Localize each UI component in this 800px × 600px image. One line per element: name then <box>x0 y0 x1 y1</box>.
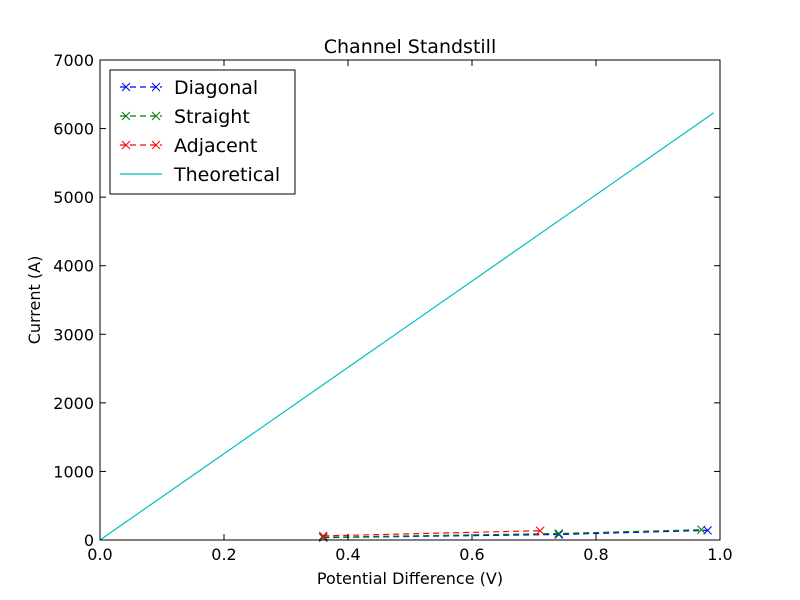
y-axis-label: Current (A) <box>25 256 44 345</box>
y-tick-label: 7000 <box>53 51 94 70</box>
chart-title: Channel Standstill <box>324 36 496 58</box>
legend-label-straight: Straight <box>174 106 250 128</box>
legend-marker-adjacent <box>121 140 131 150</box>
y-tick-label: 4000 <box>53 257 94 276</box>
y-tick-label: 0 <box>84 531 94 550</box>
y-tick-label: 1000 <box>53 462 94 481</box>
legend-marker-straight <box>121 111 131 121</box>
data-point-diagonal <box>554 530 564 539</box>
data-point-straight <box>554 529 564 538</box>
legend-frame <box>109 69 296 195</box>
legend: Diagonal Straight Adjacent Theoretical <box>109 69 296 195</box>
y-tick-label: 2000 <box>53 394 94 413</box>
x-tick-label: 0.6 <box>459 545 484 564</box>
legend-label-diagonal: Diagonal <box>174 77 258 99</box>
data-point-adjacent <box>318 531 328 541</box>
y-tick-label: 3000 <box>53 325 94 344</box>
x-tick-label: 0.8 <box>583 545 608 564</box>
series-line-adjacent <box>323 530 541 537</box>
y-tick-label: 6000 <box>53 120 94 139</box>
axis-ticks: 0.0 0.2 0.4 0.6 0.8 1.0 0 1000 2000 3000 4000 5000 6… <box>53 51 732 564</box>
series-line-theoretical <box>99 112 715 541</box>
legend-marker-straight <box>151 111 161 121</box>
x-tick-label: 0.0 <box>87 545 112 564</box>
legend-marker-diagonal <box>121 82 131 92</box>
x-axis-label: Potential Difference (V) <box>317 569 503 588</box>
legend-marker-adjacent <box>151 140 161 150</box>
data-point-straight <box>697 525 706 535</box>
legend-label-adjacent: Adjacent <box>174 135 257 157</box>
legend-marker-diagonal <box>151 82 161 92</box>
x-tick-label: 0.4 <box>335 545 360 564</box>
series-line-straight <box>323 529 702 538</box>
plot-area-frame <box>99 59 721 541</box>
legend-label-theoretical: Theoretical <box>173 164 280 186</box>
x-tick-label: 0.2 <box>211 545 236 564</box>
x-tick-label: 1.0 <box>707 545 732 564</box>
data-point-adjacent <box>535 526 545 536</box>
y-tick-label: 5000 <box>53 188 94 207</box>
plot-marks <box>99 112 715 542</box>
